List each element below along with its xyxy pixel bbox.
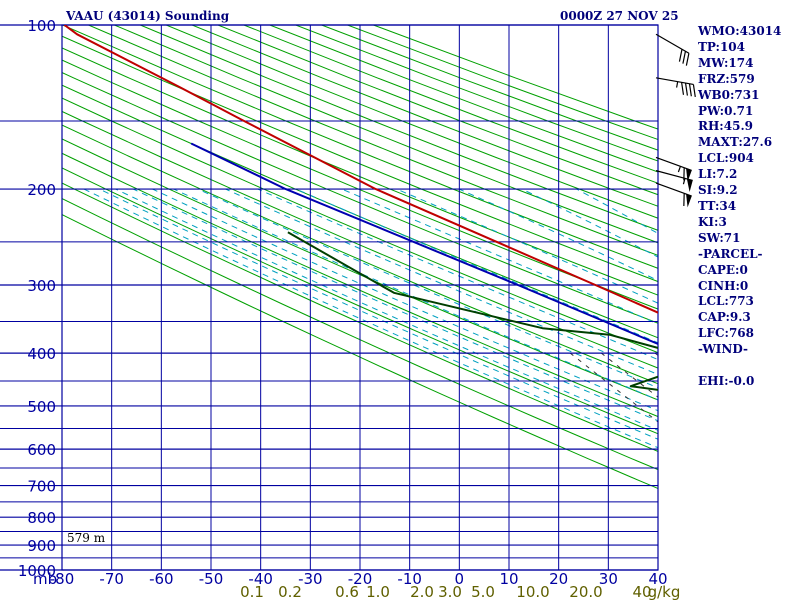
wind-barb	[655, 156, 692, 182]
mixing-ratio-label: 5.0	[471, 583, 495, 600]
temperature-tick-label: -70	[99, 570, 124, 588]
parcel-line	[190, 142, 658, 346]
index-item: TP:104	[698, 39, 746, 54]
index-item: LFC:768	[698, 326, 754, 341]
sounding-indices: WMO:43014 TP:104 MW:174 FRZ:579 WB0:731 PW:0.…	[698, 24, 781, 390]
plot-frame	[61, 24, 659, 571]
dry-adiabats	[62, 25, 658, 490]
pressure-tick-label: 300	[27, 277, 56, 295]
index-item: PW:0.71	[698, 103, 754, 118]
pressure-tick-label: 1000	[18, 562, 56, 580]
mixing-ratio-label: 40	[632, 583, 651, 600]
isotherms	[61, 25, 659, 570]
pressure-tick-label: 400	[27, 345, 56, 363]
mixing-ratio-label: 0.1	[240, 583, 264, 600]
index-item: EHI:-0.0	[698, 373, 755, 388]
index-item: LCL:904	[698, 151, 754, 166]
mixing-ratio-label: 1.0	[366, 583, 390, 600]
temperature-tick-label: -30	[298, 570, 323, 588]
index-item: SW:71	[698, 230, 741, 245]
dry-adiabat-line	[62, 25, 658, 269]
index-item: RH:45.9	[698, 119, 753, 134]
mixing-ratio-label: 2.0	[410, 583, 434, 600]
y-axis-label: mb	[33, 570, 57, 588]
moist-adiabat-line	[257, 188, 658, 361]
dry-adiabat-line	[62, 167, 658, 435]
index-item: CINH:0	[698, 278, 749, 293]
dry-adiabat-line	[62, 152, 658, 418]
pressure-tick-label: 100	[27, 17, 56, 35]
index-item: LCL:773	[698, 294, 754, 309]
pressure-tick-label: 500	[27, 398, 56, 416]
index-item: FRZ:579	[698, 71, 755, 86]
index-item: -PARCEL-	[698, 246, 763, 261]
pressure-tick-label: 600	[27, 441, 56, 459]
mixing-ratio-label: 10.0	[516, 583, 549, 600]
temperature-tick-label: -60	[149, 570, 174, 588]
wind-barb	[655, 170, 693, 193]
moist-adiabat-line	[173, 188, 658, 401]
temperature-tick-label: 20	[549, 570, 568, 588]
temperature-tick-label: 10	[499, 570, 518, 588]
index-item: CAPE:0	[698, 262, 748, 277]
wind-barb	[655, 77, 696, 98]
dry-adiabat-line	[62, 47, 658, 296]
temperature-tick-label: -20	[348, 570, 373, 588]
mixing-ratio-label: 0.2	[278, 583, 302, 600]
wind-barb	[655, 182, 692, 208]
moist-adiabat-line	[83, 188, 658, 449]
grid-lines	[62, 25, 658, 490]
wind-barb	[655, 33, 690, 66]
temperature-tick-label: -50	[199, 570, 224, 588]
dry-adiabat-line	[62, 138, 658, 401]
temperature-tick-label: -10	[397, 570, 422, 588]
temperature-tick-label: 0	[455, 570, 465, 588]
temperature-tick-label: -80	[50, 570, 75, 588]
index-item: LI:7.2	[698, 167, 738, 182]
pressure-tick-label: 900	[27, 537, 56, 555]
mixing-ratio-label: g/kg	[648, 583, 681, 600]
dry-adiabat-line	[62, 71, 658, 324]
index-item: CAP:9.3	[698, 310, 751, 325]
mixing-ratio-label: 3.0	[438, 583, 462, 600]
chart-datetime: 0000Z 27 NOV 25	[560, 9, 679, 23]
mixing-ratio-label: 0.6	[335, 583, 359, 600]
mixing-ratio-label: 20.0	[569, 583, 602, 600]
freezing-level-label: 579 m	[67, 531, 106, 545]
dry-adiabat-line	[62, 35, 658, 283]
wind-barbs	[655, 33, 696, 208]
temperature-tick-label: 30	[599, 570, 618, 588]
temperature-tick-label: -40	[248, 570, 273, 588]
index-item: MW:174	[698, 55, 754, 70]
index-item: TT:34	[698, 198, 737, 213]
sounding-series	[63, 25, 658, 391]
pressure-tick-label: 700	[27, 478, 56, 496]
index-item: KI:3	[698, 214, 727, 229]
dry-adiabat-line	[62, 59, 658, 310]
dry-adiabat-line	[62, 110, 658, 369]
temperature-tick-label: 40	[648, 570, 667, 588]
dry-adiabat-line	[62, 124, 658, 385]
index-item: WMO:43014	[698, 24, 782, 38]
index-item: WB0:731	[698, 87, 760, 102]
moist-adiabat-line	[115, 188, 658, 431]
index-item: SI:9.2	[698, 183, 738, 198]
dry-adiabat-line	[62, 97, 658, 354]
dry-adiabat-line	[62, 84, 658, 339]
dry-adiabat-line	[62, 182, 658, 452]
pressure-tick-label: 200	[27, 181, 56, 199]
index-item: -WIND-	[698, 342, 748, 357]
chart-title: VAAU (43014) Sounding	[66, 9, 230, 23]
index-item	[698, 358, 781, 374]
temperature-line	[63, 25, 658, 314]
dry-adiabat-line	[62, 198, 658, 471]
index-item: MAXT:27.6	[698, 135, 773, 150]
dewpoint-line	[287, 231, 658, 391]
moist-adiabats	[83, 188, 658, 449]
dry-adiabat-line	[62, 213, 658, 490]
pressure-tick-label: 800	[27, 509, 56, 527]
isobars	[0, 24, 658, 571]
